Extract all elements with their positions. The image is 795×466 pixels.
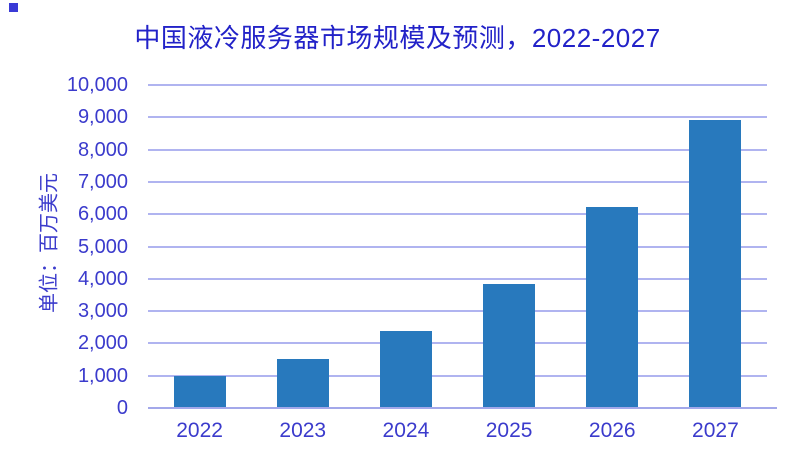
plot-area: 0 1,000 2,000 3,000 4,000 5,000 6,000 7,000 8,00… [67, 74, 777, 442]
y-tick-label-4000: 4,000 [77, 267, 128, 290]
y-tick-label-0: 0 [116, 397, 128, 419]
y-tick-label-1000: 1,000 [77, 364, 128, 387]
gridline-9000 [148, 116, 767, 119]
y-tick-label-3000: 3,000 [77, 300, 128, 323]
bar-2027 [689, 119, 742, 407]
gridline-8000 [148, 148, 767, 151]
corner-decor-square [9, 3, 18, 12]
gridline-5000 [148, 245, 767, 248]
gridline-10000 [148, 84, 767, 86]
bar-2025 [483, 284, 536, 407]
chart-title: 中国液冷服务器市场规模及预测，2022-2027 [134, 23, 661, 53]
y-tick-label-9000: 9,000 [77, 106, 128, 129]
y-tick-label-7000: 7,000 [77, 170, 128, 193]
y-tick-label-6000: 6,000 [77, 203, 128, 226]
bar-2024 [379, 331, 432, 407]
x-axis-line [148, 407, 777, 409]
gridline-3000 [148, 310, 767, 313]
bar-2022 [173, 376, 226, 407]
x-tick-label-2024: 2024 [382, 419, 430, 442]
x-tick-label-2023: 2023 [279, 419, 327, 442]
y-tick-label-5000: 5,000 [77, 235, 128, 258]
x-tick-label-2022: 2022 [176, 419, 223, 442]
x-tick-label-2025: 2025 [485, 419, 533, 442]
y-tick-label-8000: 8,000 [77, 138, 128, 161]
y-tick-label-2000: 2,000 [77, 332, 128, 355]
gridline-7000 [148, 180, 767, 183]
gridline-4000 [148, 277, 767, 280]
y-tick-label-10000: 10,000 [66, 74, 128, 96]
bar-2026 [586, 206, 639, 407]
gridline-1000 [148, 374, 767, 377]
gridline-6000 [148, 213, 767, 216]
gridline-2000 [148, 342, 767, 345]
bar-2023 [276, 358, 329, 407]
x-tick-label-2026: 2026 [588, 419, 636, 442]
x-tick-label-2027: 2027 [692, 419, 739, 442]
